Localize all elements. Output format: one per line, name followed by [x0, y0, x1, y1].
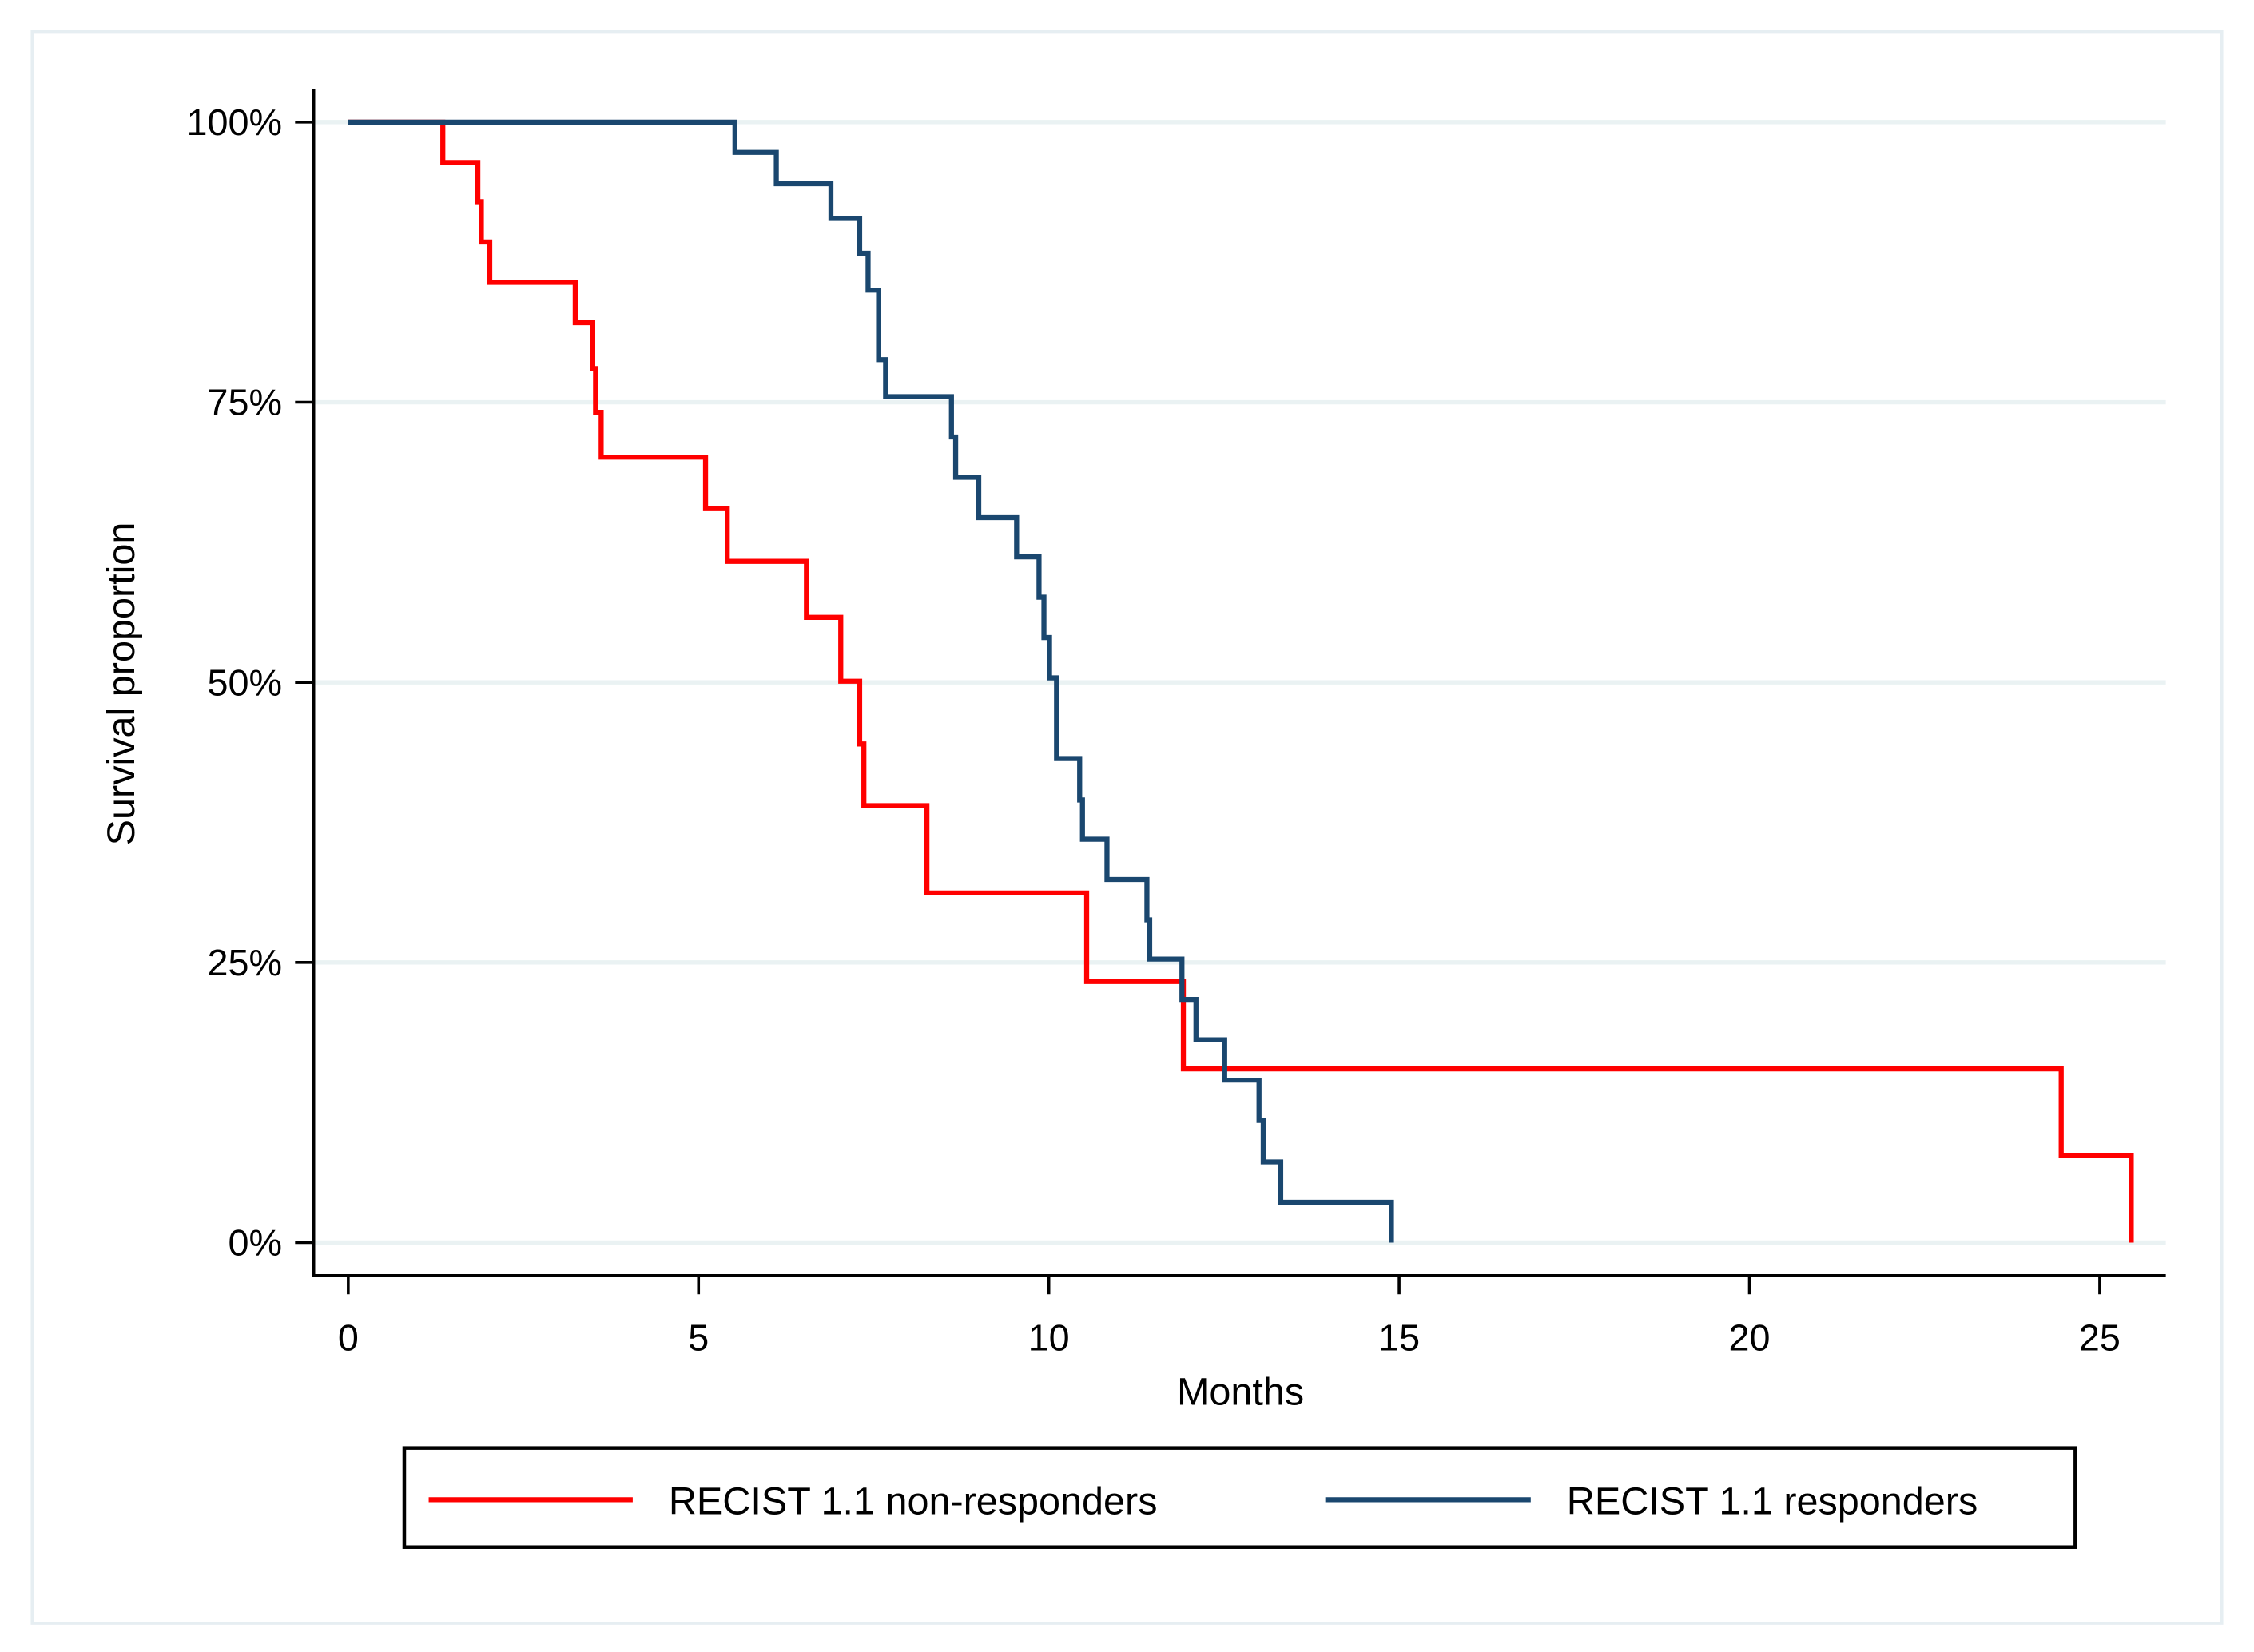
- y-tick-label: 100%: [187, 101, 283, 143]
- survival-curve-non-responders: [348, 119, 2134, 1243]
- legend-box: [402, 1446, 2077, 1549]
- y-axis-label: Survival proportion: [100, 522, 143, 846]
- y-axis-ticks: 0% 25% 50% 75% 100%: [187, 101, 314, 1264]
- y-tick-label: 25%: [208, 942, 283, 983]
- x-tick-label: 25: [2079, 1316, 2121, 1358]
- x-tick-label: 10: [1028, 1316, 1070, 1358]
- y-tick-label: 0%: [229, 1222, 283, 1264]
- x-axis-label: Months: [1177, 1371, 1304, 1414]
- y-tick-label: 50%: [208, 661, 283, 703]
- x-tick-label: 20: [1728, 1316, 1770, 1358]
- legend: RECIST 1.1 non-responders RECIST 1.1 res…: [402, 1446, 2077, 1549]
- x-axis-ticks: 0 5 10 15 20 25: [338, 1275, 2121, 1358]
- outer-frame: [30, 30, 2224, 1625]
- x-tick-label: 15: [1378, 1316, 1420, 1358]
- y-tick-label: 75%: [208, 382, 283, 423]
- legend-label-responders: RECIST 1.1 responders: [1567, 1479, 1978, 1523]
- legend-label-non-responders: RECIST 1.1 non-responders: [669, 1479, 1158, 1523]
- survival-curve-responders: [348, 119, 1394, 1243]
- survival-curves: [348, 119, 2134, 1243]
- x-tick-label: 0: [338, 1316, 359, 1358]
- x-tick-label: 5: [688, 1316, 709, 1358]
